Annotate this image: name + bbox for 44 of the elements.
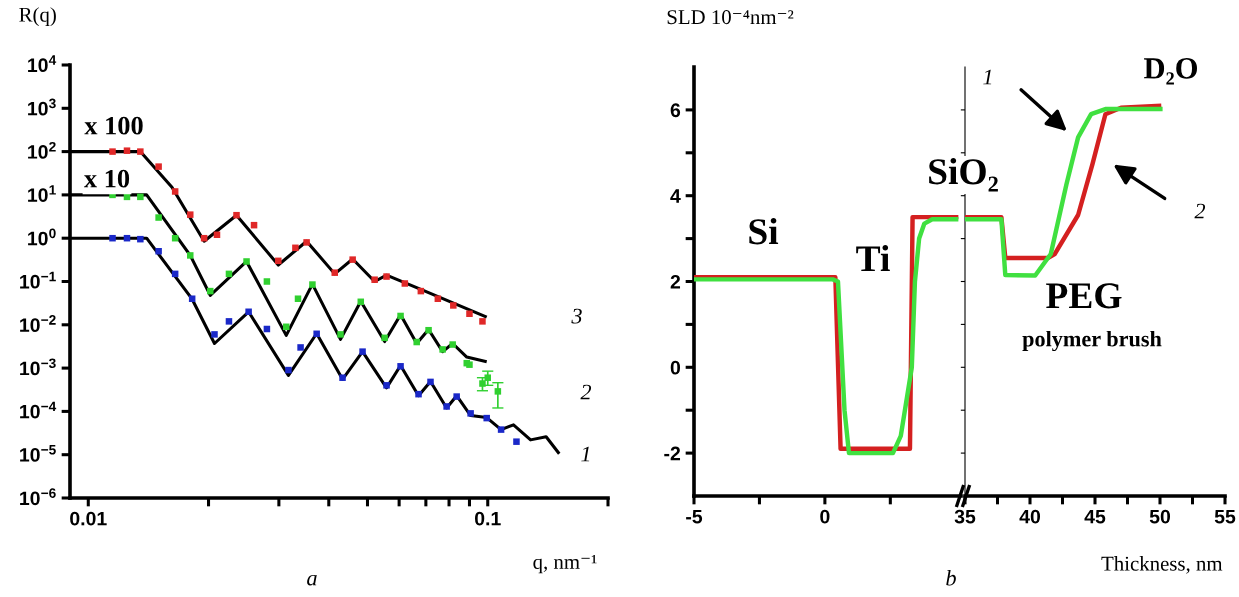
x-tick-label: 0: [820, 509, 830, 524]
x-tick-label: 50: [1149, 509, 1171, 524]
annotation: x 10: [84, 169, 130, 188]
x-tick-label: 40: [1019, 509, 1041, 524]
x-tick-label: 45: [1084, 509, 1106, 524]
y-tick-label: 10$^{0}$: [28, 228, 56, 246]
annotation: SiO₂: [929, 158, 998, 192]
annotation: polymer brush: [1022, 330, 1162, 352]
annotation: PEG: [1046, 283, 1122, 309]
x-tick-label: -5: [686, 509, 703, 524]
y-tick-label: 10$^{−4}$: [20, 401, 57, 419]
annotation: 3: [571, 308, 582, 324]
annotation: D₂O: [1144, 58, 1198, 85]
y-tick-label: 10$^{−2}$: [20, 315, 56, 333]
y-tick-label: 10$^{4}$: [28, 55, 57, 73]
annotation: 2: [1194, 203, 1206, 219]
x-tick-label: 0.01: [70, 511, 107, 526]
y-tick-label: 6: [670, 103, 681, 118]
y-tick-label: -2: [664, 446, 681, 461]
x-axis-title: Thickness, nm: [1101, 556, 1223, 574]
annotation: Si: [749, 218, 779, 245]
y-tick-label: 2: [670, 274, 681, 289]
annotation: 2: [580, 384, 592, 400]
x-tick-label: 55: [1214, 509, 1236, 524]
x-axis-title: q, nm⁻¹: [533, 555, 597, 574]
y-tick-label: 10$^{−1}$: [20, 271, 56, 289]
y-tick-label: 10$^{−6}$: [20, 488, 56, 506]
y-tick-label: 0: [670, 360, 681, 375]
y-axis-title: SLD 10⁻⁴nm⁻²: [667, 10, 794, 25]
y-tick-label: 4: [670, 189, 681, 203]
y-tick-label: 10$^{1}$: [28, 185, 56, 202]
annotation: 1: [581, 446, 590, 462]
y-tick-label: 10$^{2}$: [28, 141, 56, 159]
y-tick-label: 10$^{−3}$: [20, 358, 56, 376]
y-axis-title: R(q): [19, 7, 56, 27]
text: b: [946, 569, 956, 586]
x-tick-label: 35: [954, 509, 976, 524]
x-tick-label: 0.1: [475, 511, 501, 526]
text: a: [307, 574, 317, 586]
annotation: x 100: [84, 116, 143, 135]
y-tick-label: 10$^{−5}$: [20, 445, 56, 462]
annotation: Ti: [856, 245, 890, 272]
y-tick-label: 10$^{3}$: [28, 98, 56, 116]
annotation: 1: [983, 69, 992, 85]
